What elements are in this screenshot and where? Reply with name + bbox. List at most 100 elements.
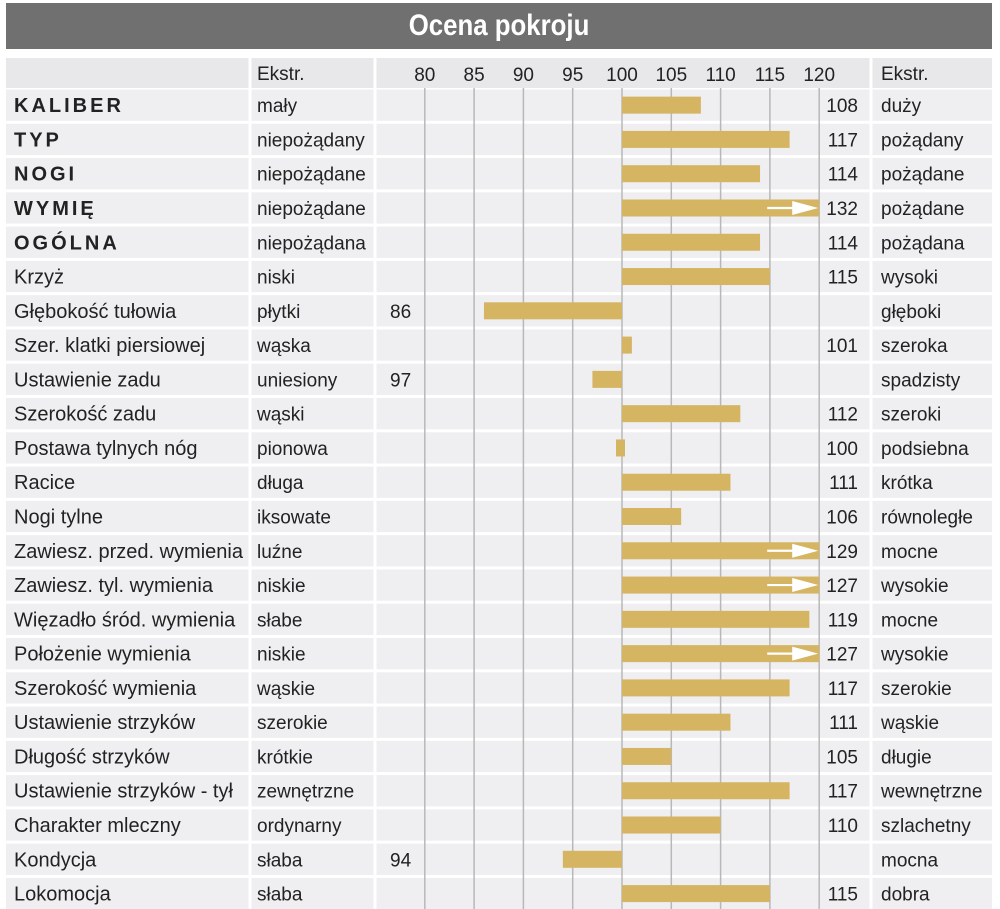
trait-label: Szer. klatki piersiowej (14, 335, 205, 357)
bar (616, 439, 625, 457)
header-right-extreme: Ekstr. (881, 64, 929, 85)
trait-label: OGÓLNA (14, 230, 120, 254)
bar (622, 610, 810, 628)
trait-label: Zawiesz. przed. wymienia (14, 541, 244, 563)
bar (622, 165, 761, 183)
x-tick-label: 115 (755, 65, 785, 86)
x-tick-label: 100 (606, 65, 638, 86)
high-extreme-label: wysokie (880, 645, 949, 666)
low-extreme-label: niepożądane (257, 199, 366, 220)
high-extreme-label: wąskie (880, 713, 939, 734)
bar (622, 130, 790, 148)
bars (483, 96, 820, 903)
chart-title: Ocena pokroju (408, 9, 590, 42)
right-value-label: 114 (828, 233, 859, 254)
trait-label: Ustawienie strzyków - tył (14, 781, 233, 803)
chart-header: Ekstr. Ekstr. (257, 64, 929, 85)
trait-label: Charakter mleczny (14, 815, 181, 837)
x-tick-label: 110 (705, 65, 735, 86)
column-separator (869, 58, 873, 909)
left-value-label: 86 (390, 302, 411, 323)
overflow-arrow-icon (792, 543, 819, 558)
low-extreme-label: niski (257, 268, 295, 289)
right-value-label: 105 (826, 747, 858, 768)
left-value-label: 97 (390, 370, 411, 391)
row-background (6, 500, 992, 533)
trait-label: Krzyż (14, 267, 64, 289)
bar (622, 405, 741, 423)
trait-label: TYP (14, 129, 62, 151)
right-value-label: 101 (826, 336, 858, 357)
right-value-label: 106 (826, 508, 858, 529)
trait-label: Lokomocja (14, 884, 112, 906)
row-background (6, 466, 992, 498)
trait-label: Więzadło śród. wymienia (14, 609, 236, 631)
high-extreme-label: szeroka (881, 336, 948, 357)
x-tick-label: 85 (464, 65, 485, 86)
left-value-label: 94 (390, 850, 412, 871)
high-extreme-label: pożądana (881, 233, 965, 254)
low-extreme-label: słabe (257, 610, 302, 631)
bar (622, 576, 820, 594)
right-value-label: 112 (828, 405, 858, 426)
trait-label: NOGI (14, 164, 77, 186)
bar (622, 233, 761, 251)
bar (622, 816, 721, 834)
column-separator (373, 58, 377, 909)
row-labels: KALIBER mały 108 duży TYP niepożądany 117 pożąd… (14, 95, 982, 905)
high-extreme-label: szlachetny (881, 816, 971, 837)
row-background (6, 398, 992, 430)
right-value-label: 132 (826, 199, 858, 220)
trait-label: Szerokość wymienia (14, 678, 197, 700)
low-extreme-label: długa (257, 473, 304, 494)
right-value-label: 110 (828, 816, 858, 837)
row-background (6, 706, 992, 738)
right-value-label: 119 (828, 610, 858, 631)
row-background (6, 843, 992, 875)
overflow-arrow-icon (792, 578, 819, 593)
trait-label: Kondycja (14, 849, 97, 871)
row-background (6, 535, 992, 567)
high-extreme-label: głęboki (881, 302, 941, 323)
trait-label: KALIBER (14, 95, 124, 117)
row-background (6, 740, 992, 773)
row-background (6, 329, 992, 361)
right-value-label: 108 (826, 96, 858, 117)
high-extreme-label: długie (881, 747, 932, 768)
high-extreme-label: wysoki (880, 268, 938, 289)
high-extreme-label: pożądane (881, 165, 964, 186)
bar (622, 473, 731, 491)
low-extreme-label: wąskie (256, 679, 315, 700)
high-extreme-label: krótka (881, 473, 933, 494)
low-extreme-label: niepożądane (257, 165, 366, 186)
bar (483, 302, 622, 320)
row-backgrounds (6, 58, 992, 909)
right-value-label: 117 (828, 130, 858, 151)
bar (622, 713, 731, 731)
right-value-label: 129 (826, 542, 858, 563)
right-value-label: 127 (826, 576, 858, 597)
low-extreme-label: wąski (256, 405, 305, 426)
bar (622, 508, 682, 525)
high-extreme-label: szerokie (881, 679, 952, 700)
trait-label: Głębokość tułowia (14, 301, 177, 323)
x-tick-label: 120 (803, 65, 835, 86)
low-extreme-label: krótkie (257, 747, 313, 768)
bar (622, 679, 790, 697)
low-extreme-label: pionowa (257, 439, 328, 460)
row-background (6, 775, 992, 807)
trait-label: Długość strzyków (14, 746, 170, 768)
right-value-label: 114 (828, 165, 859, 186)
bar (622, 885, 770, 903)
bar (562, 850, 622, 868)
low-extreme-label: niskie (257, 645, 306, 666)
right-value-label: 115 (828, 885, 858, 906)
chart-title-bar: Ocena pokroju (6, 3, 992, 49)
trait-label: Racice (14, 472, 75, 494)
high-extreme-label: podsiebna (881, 439, 969, 460)
trait-label: Zawiesz. tyl. wymienia (14, 575, 214, 597)
row-background (6, 123, 992, 156)
low-extreme-label: uniesiony (257, 370, 338, 391)
high-extreme-label: pożądane (881, 199, 964, 220)
